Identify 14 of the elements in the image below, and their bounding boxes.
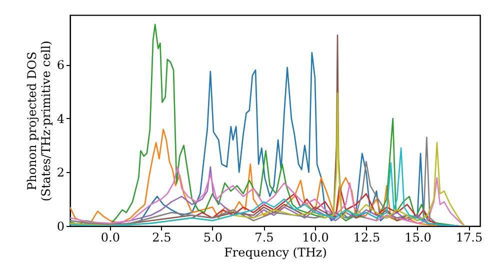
x-tick-label: 17.5: [456, 230, 483, 244]
x-tick-label: 10.0: [302, 230, 329, 244]
y-tick-label: 6: [56, 58, 64, 72]
x-tick-label: 0.0: [100, 230, 120, 244]
x-tick-label: 5.0: [203, 230, 223, 244]
x-tick-label: 2.5: [152, 230, 172, 244]
x-tick-label: 7.5: [254, 230, 274, 244]
y-axis-title: Phonon projected DOS (States/THz·primitive cell): [24, 40, 53, 202]
y-tick-label: 2: [56, 166, 64, 180]
x-tick-label: 15.0: [404, 230, 432, 244]
y-tick-label: 0: [56, 220, 64, 234]
x-tick-label: 12.5: [353, 230, 380, 244]
y-tick-label: 4: [56, 112, 65, 126]
x-axis-title: Frequency (THz): [224, 246, 327, 260]
